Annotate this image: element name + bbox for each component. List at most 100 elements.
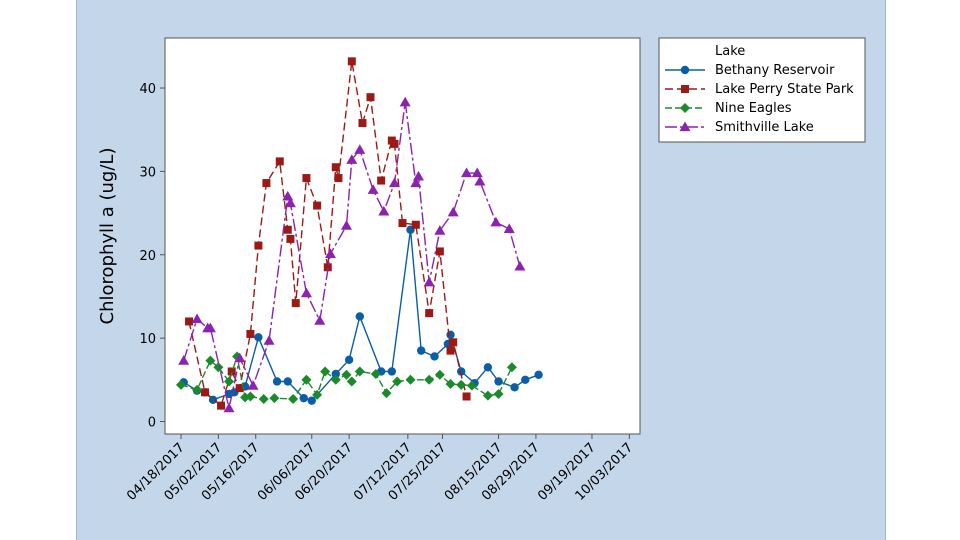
data-point-bethany-reservoir: [483, 363, 493, 372]
data-point-smithville-lake: [378, 205, 390, 216]
data-point-smithville-lake: [474, 175, 486, 186]
data-point-bethany-reservoir: [430, 352, 439, 361]
data-point-smithville-lake: [263, 335, 275, 345]
legend-label-lake-perry-state-park: Lake Perry State Park: [715, 82, 854, 97]
data-point-lake-perry-state-park: [217, 401, 226, 410]
data-point-nine-eagles: [312, 389, 323, 400]
legend-title: Lake: [715, 44, 745, 59]
y-tick-label: 30: [139, 165, 156, 180]
data-point-lake-perry-state-park: [449, 338, 458, 347]
data-point-bethany-reservoir: [331, 369, 340, 379]
data-point-smithville-lake: [314, 315, 326, 325]
data-point-bethany-reservoir: [494, 377, 503, 386]
data-point-lake-perry-state-park: [446, 346, 455, 355]
data-point-bethany-reservoir: [510, 383, 519, 392]
y-tick-label: 20: [139, 249, 156, 264]
data-point-smithville-lake: [388, 177, 400, 188]
data-point-smithville-lake: [447, 206, 459, 217]
data-point-bethany-reservoir: [272, 377, 282, 386]
data-point-smithville-lake: [340, 220, 352, 230]
data-point-smithville-lake: [204, 322, 216, 333]
data-point-lake-perry-state-park: [227, 367, 236, 376]
data-point-lake-perry-state-park: [347, 57, 356, 66]
data-point-nine-eagles: [346, 376, 357, 387]
data-point-smithville-lake: [354, 144, 366, 154]
data-point-nine-eagles: [405, 374, 416, 385]
data-point-nine-eagles: [354, 366, 365, 377]
data-point-lake-perry-state-park: [291, 299, 300, 308]
data-point-smithville-lake: [410, 177, 422, 188]
data-point-lake-perry-state-park: [358, 119, 367, 128]
data-point-nine-eagles: [192, 384, 203, 395]
data-point-bethany-reservoir: [344, 355, 354, 365]
data-point-nine-eagles: [341, 369, 352, 380]
data-point-smithville-lake: [471, 167, 483, 178]
legend-box: [658, 37, 866, 143]
data-point-smithville-lake: [191, 313, 203, 324]
data-point-bethany-reservoir: [299, 393, 308, 403]
data-point-lake-perry-state-park: [262, 179, 271, 188]
data-point-nine-eagles: [456, 379, 467, 390]
legend-marker-smithville-lake: [679, 121, 691, 132]
data-point-nine-eagles: [258, 393, 269, 404]
data-point-smithville-lake: [223, 402, 235, 413]
data-point-bethany-reservoir: [387, 367, 397, 376]
data-point-lake-perry-state-park: [377, 176, 386, 185]
data-point-nine-eagles: [213, 362, 224, 373]
legend-label-smithville-lake: Smithville Lake: [715, 120, 814, 135]
data-point-nine-eagles: [370, 368, 381, 379]
data-point-nine-eagles: [269, 393, 280, 404]
data-point-nine-eagles: [482, 390, 493, 401]
data-point-smithville-lake: [234, 352, 246, 363]
data-point-smithville-lake: [413, 170, 425, 181]
data-point-smithville-lake: [503, 223, 515, 234]
series-layer: [176, 57, 543, 413]
data-point-smithville-lake: [367, 184, 379, 194]
data-point-bethany-reservoir: [307, 396, 316, 405]
data-point-nine-eagles: [506, 362, 517, 373]
data-point-nine-eagles: [392, 376, 403, 387]
series-lake-perry-state-park: [185, 57, 471, 410]
data-point-nine-eagles: [176, 379, 187, 390]
data-point-nine-eagles: [466, 380, 477, 391]
data-point-lake-perry-state-park: [334, 174, 343, 183]
data-point-lake-perry-state-park: [411, 220, 420, 229]
series-nine-eagles: [176, 351, 517, 404]
data-point-nine-eagles: [381, 388, 392, 399]
data-point-lake-perry-state-park: [398, 219, 407, 228]
data-point-nine-eagles: [288, 393, 299, 404]
data-point-smithville-lake: [178, 355, 190, 365]
data-point-smithville-lake: [490, 216, 502, 227]
data-point-nine-eagles: [434, 369, 445, 380]
data-point-smithville-lake: [247, 380, 259, 390]
data-point-lake-perry-state-park: [201, 388, 210, 397]
data-point-smithville-lake: [434, 225, 446, 235]
data-point-lake-perry-state-park: [185, 317, 194, 326]
data-point-smithville-lake: [300, 287, 312, 298]
data-point-lake-perry-state-park: [302, 174, 311, 183]
data-point-lake-perry-state-park: [462, 392, 471, 401]
data-point-nine-eagles: [205, 355, 216, 366]
data-point-lake-perry-state-park: [283, 225, 292, 234]
data-point-lake-perry-state-park: [331, 163, 340, 172]
legend-label-nine-eagles: Nine Eagles: [715, 101, 792, 116]
y-tick-label: 0: [148, 415, 156, 430]
data-point-smithville-lake: [514, 260, 526, 271]
data-point-bethany-reservoir: [416, 346, 426, 355]
data-point-bethany-reservoir: [283, 377, 292, 386]
data-point-bethany-reservoir: [534, 370, 543, 380]
data-point-smithville-lake: [346, 154, 358, 164]
data-point-nine-eagles: [245, 391, 256, 402]
legend-marker-bethany-reservoir: [680, 65, 690, 75]
series-smithville-lake: [178, 96, 526, 413]
legend: Lake Bethany Reservoir Lake Perry State P…: [658, 37, 866, 143]
chart-background: 0 10 20 30 40 04/18/2017 05/02/2017 05/16/2017 0…: [76, 0, 886, 540]
data-point-lake-perry-state-park: [275, 157, 284, 166]
legend-label-bethany-reservoir: Bethany Reservoir: [715, 63, 835, 78]
data-point-lake-perry-state-park: [435, 247, 444, 256]
data-point-bethany-reservoir: [254, 333, 263, 342]
data-point-smithville-lake: [461, 167, 473, 178]
data-point-nine-eagles: [224, 376, 235, 387]
data-point-lake-perry-state-park: [323, 263, 332, 272]
data-point-nine-eagles: [330, 374, 341, 385]
